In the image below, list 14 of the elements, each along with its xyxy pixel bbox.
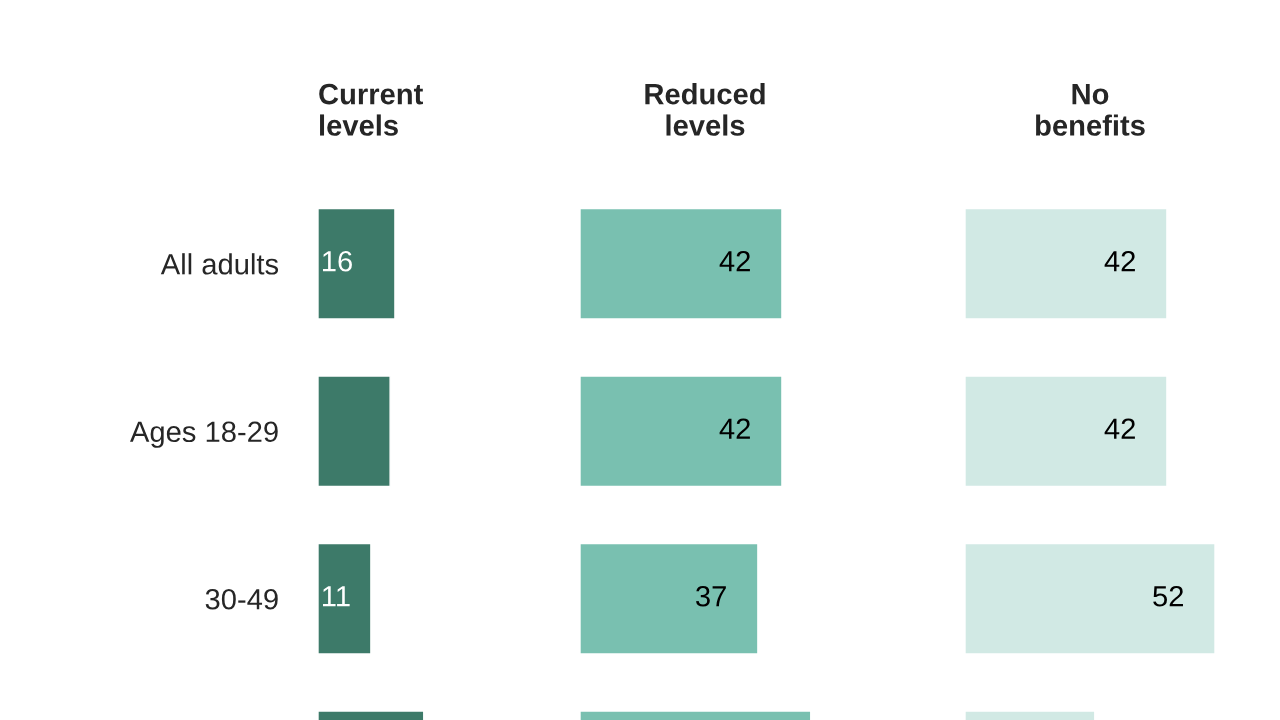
y-tick-label: All adults — [160, 253, 279, 275]
data-label: 16 — [323, 250, 352, 272]
chart-title: Current levels — [319, 83, 423, 136]
data-label: 42 — [1104, 418, 1135, 439]
data-label: 37 — [696, 585, 726, 607]
y-tick-label: 30-49 — [205, 588, 278, 610]
data-label: 52 — [1153, 585, 1183, 607]
data-label: 42 — [719, 250, 750, 272]
chart-title: No benefits — [1036, 84, 1145, 136]
data-label: 11 — [323, 586, 350, 607]
chart-title: Reduced levels — [645, 83, 765, 136]
y-tick-label: Ages 18-29 — [130, 421, 278, 448]
data-label: 42 — [1104, 250, 1135, 272]
data-label: 42 — [719, 418, 750, 439]
